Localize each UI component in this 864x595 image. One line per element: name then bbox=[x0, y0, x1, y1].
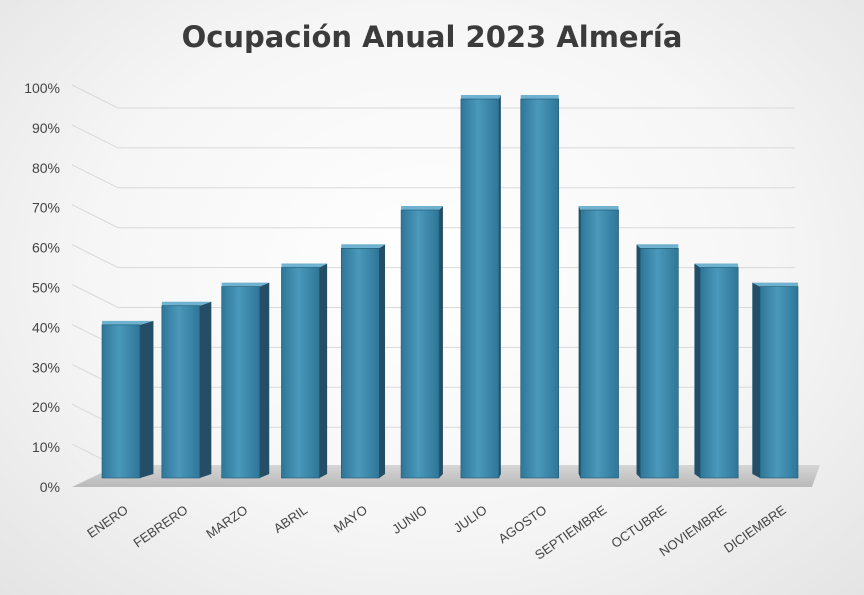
bar-top bbox=[520, 95, 559, 99]
bar bbox=[161, 301, 212, 479]
bar-front bbox=[400, 209, 440, 479]
bar-top bbox=[161, 301, 212, 306]
bar-side bbox=[439, 206, 443, 478]
y-axis: 0% 10% 20% 30% 40% 50% 60% 70% 80% 90% 100% bbox=[24, 80, 60, 495]
gridlines bbox=[71, 84, 795, 468]
y-tick-label: 40% bbox=[32, 319, 60, 335]
bar-front bbox=[759, 286, 799, 479]
y-tick-label: 0% bbox=[40, 479, 60, 495]
gridline bbox=[71, 284, 795, 308]
y-tick-label: 30% bbox=[32, 359, 60, 375]
bar-front bbox=[460, 98, 500, 479]
bar-top bbox=[752, 282, 798, 287]
bar-front bbox=[520, 98, 560, 479]
bar-top bbox=[341, 244, 386, 249]
bar-side bbox=[636, 244, 641, 478]
bar-front bbox=[640, 248, 679, 479]
x-tick-label: DICIEMBRE bbox=[721, 502, 789, 556]
gridline bbox=[71, 164, 795, 189]
bar bbox=[460, 95, 501, 479]
x-axis: ENERO FEBRERO MARZO ABRIL MAYO JUNIO JULIO AGOS… bbox=[84, 502, 789, 563]
x-tick-label: ENERO bbox=[84, 502, 130, 541]
y-tick-label: 100% bbox=[24, 80, 60, 96]
bars bbox=[101, 95, 799, 479]
gridline bbox=[71, 124, 795, 149]
bar bbox=[752, 282, 799, 479]
bar-front bbox=[101, 324, 141, 479]
bar-side bbox=[379, 244, 386, 478]
bar-side bbox=[319, 263, 328, 478]
bar-side bbox=[498, 95, 501, 478]
x-tick-label: JUNIO bbox=[389, 502, 430, 537]
bar bbox=[281, 263, 328, 479]
bar-front bbox=[221, 286, 260, 479]
bar bbox=[340, 244, 386, 479]
y-tick-label: 90% bbox=[32, 120, 60, 136]
bar-top bbox=[281, 263, 328, 268]
bar-front bbox=[580, 209, 619, 479]
bar-top bbox=[401, 206, 443, 211]
bar-front bbox=[699, 267, 739, 479]
gridline bbox=[71, 84, 795, 109]
gridline bbox=[71, 204, 795, 229]
y-tick-label: 50% bbox=[32, 280, 60, 296]
x-tick-label: MAYO bbox=[331, 502, 370, 536]
bar-top bbox=[694, 263, 739, 268]
bar bbox=[520, 95, 560, 479]
bar-side bbox=[140, 320, 154, 478]
bar-top bbox=[636, 244, 679, 249]
bar bbox=[101, 320, 154, 479]
bar-side bbox=[694, 263, 701, 478]
bar-front bbox=[281, 267, 320, 479]
y-tick-label: 10% bbox=[32, 439, 60, 455]
bar-top bbox=[221, 282, 270, 287]
x-tick-label: JULIO bbox=[451, 502, 490, 535]
bar-side bbox=[752, 282, 760, 478]
gridline bbox=[71, 244, 795, 269]
bar-top bbox=[102, 320, 154, 325]
bar-side bbox=[199, 301, 212, 478]
bar-side bbox=[259, 282, 270, 478]
x-tick-label: ABRIL bbox=[271, 502, 310, 536]
bar-side bbox=[578, 206, 581, 478]
y-tick-label: 80% bbox=[32, 160, 60, 176]
bar bbox=[400, 206, 443, 479]
bar-top bbox=[460, 95, 501, 99]
bar-top bbox=[578, 206, 619, 211]
x-tick-label: NOVIEMBRE bbox=[656, 502, 729, 559]
y-tick-label: 20% bbox=[32, 399, 60, 415]
x-tick-label: MARZO bbox=[203, 502, 250, 541]
bar bbox=[221, 282, 270, 479]
y-tick-label: 60% bbox=[32, 240, 60, 256]
bar bbox=[578, 206, 619, 479]
x-tick-label: AGOSTO bbox=[495, 502, 549, 546]
bar-front bbox=[340, 248, 380, 479]
bar bbox=[694, 263, 739, 479]
bar-front bbox=[161, 305, 201, 479]
y-tick-label: 70% bbox=[32, 200, 60, 216]
x-tick-label: FEBRERO bbox=[130, 502, 190, 550]
bar bbox=[636, 244, 679, 479]
chart-title: Ocupación Anual 2023 Almería bbox=[182, 20, 683, 54]
